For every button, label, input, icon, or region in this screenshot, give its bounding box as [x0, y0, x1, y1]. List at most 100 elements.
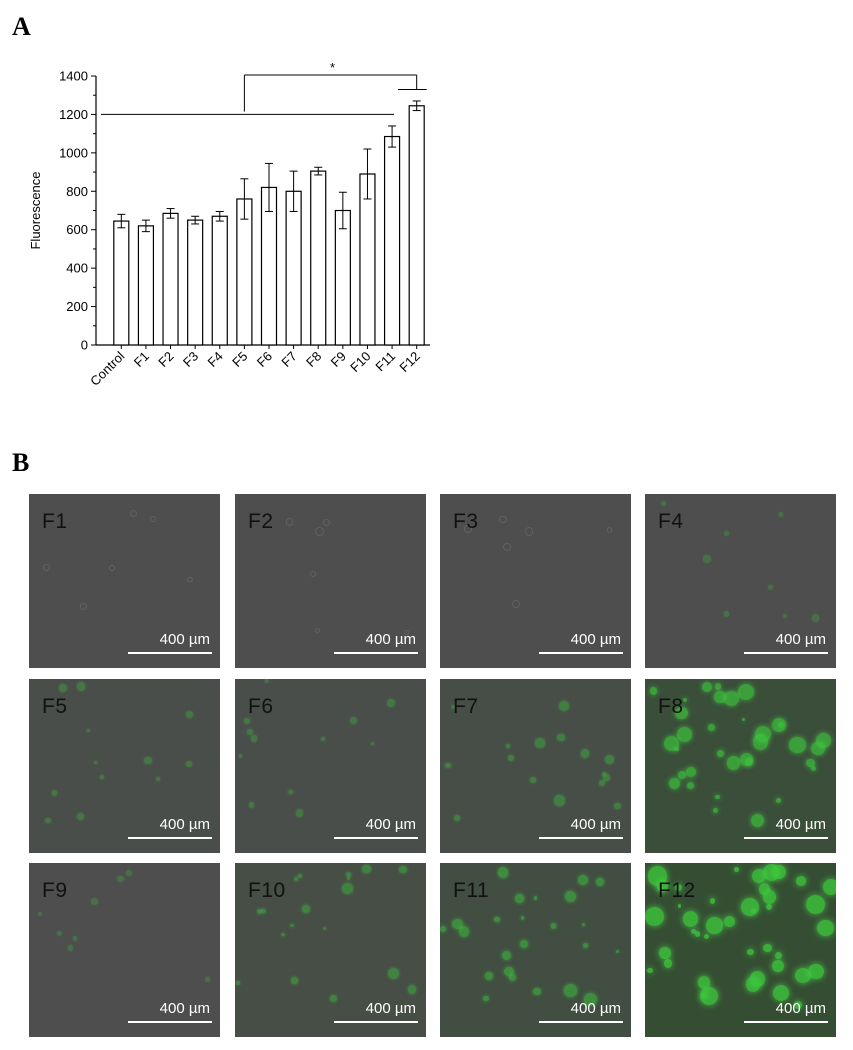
cell-spot [464, 525, 473, 533]
cell-spot [663, 735, 680, 752]
bar-f5 [236, 198, 253, 346]
bar-f8 [310, 170, 327, 346]
cell-spot [686, 781, 695, 790]
micrograph-label: F2 [248, 510, 274, 533]
cell-spot [727, 756, 741, 770]
cell-spot [399, 865, 408, 874]
micrograph-label: F10 [248, 879, 286, 902]
cell-spot [678, 771, 687, 780]
scale-bar-label: 400 µm [775, 816, 826, 833]
scale-bar [334, 1021, 418, 1023]
cell-spot [811, 614, 820, 622]
cell-spot [741, 718, 746, 722]
x-tick-label: F11 [372, 349, 398, 375]
cell-spot [682, 697, 688, 702]
cell-spot [298, 874, 303, 879]
cell-spot [346, 876, 350, 880]
y-tick-label: 600 [66, 222, 88, 237]
bar-f9 [334, 209, 351, 346]
cell-spot [117, 876, 124, 883]
cell-spot [771, 865, 786, 880]
cell-spot [93, 761, 97, 765]
x-tick-label: F4 [205, 349, 226, 370]
cell-spot [532, 987, 541, 996]
cell-spot [294, 877, 298, 882]
cell-spot [187, 576, 193, 582]
scale-bar [744, 652, 828, 654]
cell-spot [322, 518, 330, 526]
cell-spot [675, 707, 688, 720]
cell-spot [686, 766, 697, 777]
fluorescence-bar-chart: 0 200 400 600 800 1000 1200 1400 Fluorescence Con… [28, 60, 430, 389]
cell-spot [264, 679, 269, 683]
cell-spot [668, 778, 680, 790]
cell-spot [606, 527, 613, 533]
cell-spot [604, 755, 614, 765]
bar-f2 [162, 212, 179, 346]
x-tick-label: F9 [328, 349, 349, 370]
cell-spot [739, 752, 754, 767]
bar-f1 [137, 225, 155, 346]
cell-spot [238, 754, 243, 758]
cell-spot [386, 699, 395, 708]
cell-spot [717, 750, 724, 757]
micrograph-f12: F12 400 µm [645, 863, 836, 1037]
cell-spot [724, 691, 740, 706]
cell-spot [713, 808, 718, 814]
cell-spot [515, 894, 524, 903]
cell-spot [550, 923, 557, 930]
cell-spot [737, 683, 754, 701]
cell-spot [387, 968, 399, 980]
micrograph-f11: F11 400 µm [440, 863, 631, 1037]
cell-spot [342, 883, 353, 894]
x-tick-label: F7 [278, 349, 299, 370]
cell-spot [616, 950, 620, 954]
cell-spot [772, 960, 785, 973]
cell-spot [310, 571, 317, 577]
micrograph-label: F11 [453, 879, 490, 902]
cell-spot [698, 976, 711, 989]
cell-spot [758, 883, 771, 895]
cell-spot [601, 771, 606, 776]
cell-spot [362, 864, 371, 874]
cell-spot [763, 943, 773, 953]
cell-spot [746, 948, 754, 956]
cell-spot [564, 984, 577, 997]
scale-bar [334, 837, 418, 839]
bar-f4 [211, 215, 228, 346]
micrograph-label: F7 [453, 695, 479, 718]
cell-spot [776, 798, 781, 803]
cell-spot [494, 917, 500, 923]
scale-bar-label: 400 µm [159, 816, 210, 833]
cell-spot [557, 733, 565, 741]
cell-spot [598, 780, 606, 787]
cell-spot [577, 874, 589, 885]
scale-bar [128, 1021, 212, 1023]
scale-bar [539, 652, 623, 654]
cell-spot [87, 729, 91, 733]
cell-spot [321, 737, 325, 741]
x-tick-label: F8 [303, 349, 324, 370]
micrograph-f1: F1 400 µm [29, 494, 220, 668]
cell-spot [663, 959, 673, 968]
y-tick-label: 1000 [59, 145, 88, 160]
cell-spot [458, 926, 470, 937]
scale-bar [744, 837, 828, 839]
cell-spot [701, 992, 709, 1000]
x-tick-label: F12 [396, 349, 422, 375]
cell-spot [524, 527, 534, 536]
cell-spot [330, 995, 338, 1003]
cell-spot [782, 614, 788, 619]
cell-spot [485, 972, 494, 981]
cell-spot [778, 512, 783, 517]
cell-spot [794, 1000, 803, 1010]
cell-spot [649, 687, 658, 696]
x-tick-label: F2 [155, 349, 176, 370]
micrograph-f8: F8 400 µm [645, 679, 836, 853]
bar-f7 [285, 190, 302, 346]
cell-spot [796, 876, 806, 886]
micrograph-label: F5 [42, 695, 68, 718]
cell-spot [314, 627, 321, 634]
cell-spot [289, 923, 294, 928]
micrograph-label: F12 [658, 879, 696, 902]
